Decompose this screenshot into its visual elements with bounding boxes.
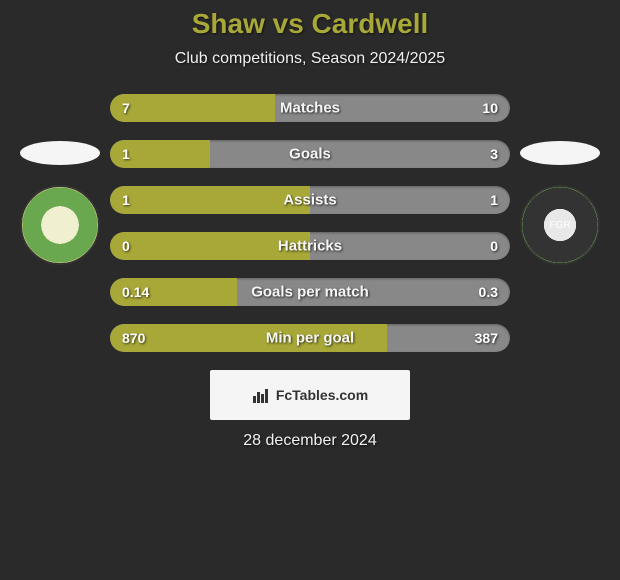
stat-value-right: 1 — [490, 192, 498, 208]
team-left-logo — [20, 185, 100, 265]
stat-bar-left-fill — [110, 186, 310, 214]
team-right-logo: FGR — [520, 185, 600, 265]
stat-bar-left-fill — [110, 94, 275, 122]
stat-value-right: 0.3 — [479, 284, 498, 300]
stat-label: Goals — [289, 146, 331, 163]
stat-label: Hattricks — [278, 238, 342, 255]
disc-shadow — [520, 141, 600, 165]
stat-value-right: 10 — [482, 100, 498, 116]
comparison-infographic: Shaw vs Cardwell Club competitions, Seas… — [0, 0, 620, 580]
stat-bar: 0.14 0.3 Goals per match — [110, 278, 510, 306]
team-right: FGR — [520, 141, 600, 265]
stat-label: Assists — [283, 192, 336, 209]
stat-bar: 0 0 Hattricks — [110, 232, 510, 260]
stat-label: Goals per match — [251, 284, 369, 301]
stat-value-left: 870 — [122, 330, 145, 346]
chart-icon — [252, 386, 270, 404]
stat-bar: 1 1 Assists — [110, 186, 510, 214]
brand-box: FcTables.com — [210, 370, 410, 420]
content-area: FGR 7 10 Matches 1 3 Goals 1 1 Assists 0 0 Hattrick… — [0, 86, 620, 352]
stat-bar: 870 387 Min per goal — [110, 324, 510, 352]
stat-value-left: 0.14 — [122, 284, 149, 300]
date-text: 28 december 2024 — [0, 432, 620, 450]
stat-label: Matches — [280, 100, 340, 117]
stat-value-right: 3 — [490, 146, 498, 162]
stat-value-right: 0 — [490, 238, 498, 254]
stat-bars: 7 10 Matches 1 3 Goals 1 1 Assists 0 0 Hattricks 0.1… — [110, 86, 510, 352]
subtitle: Club competitions, Season 2024/2025 — [0, 50, 620, 68]
disc-shadow — [20, 141, 100, 165]
stat-value-left: 1 — [122, 192, 130, 208]
page-title: Shaw vs Cardwell — [0, 8, 620, 40]
stat-value-left: 1 — [122, 146, 130, 162]
brand-text: FcTables.com — [276, 387, 368, 403]
stat-value-left: 7 — [122, 100, 130, 116]
stat-value-right: 387 — [475, 330, 498, 346]
team-left — [20, 141, 100, 265]
stat-label: Min per goal — [266, 330, 354, 347]
stat-value-left: 0 — [122, 238, 130, 254]
stat-bar: 7 10 Matches — [110, 94, 510, 122]
stat-bar: 1 3 Goals — [110, 140, 510, 168]
